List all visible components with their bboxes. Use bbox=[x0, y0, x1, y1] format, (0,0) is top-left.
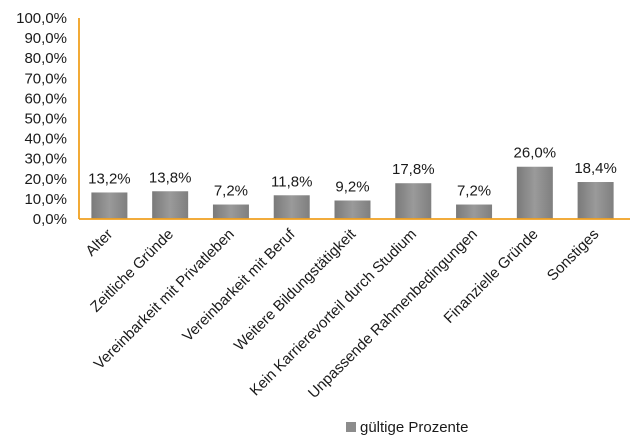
bar bbox=[395, 183, 432, 219]
y-tick-label: 10,0% bbox=[24, 191, 67, 208]
category-label: Alter bbox=[82, 226, 116, 260]
bar bbox=[152, 191, 189, 219]
legend-label: gültige Prozente bbox=[360, 418, 469, 436]
data-label: 7,2% bbox=[457, 183, 491, 200]
data-label: 17,8% bbox=[392, 161, 435, 178]
data-label: 13,8% bbox=[149, 169, 192, 186]
y-axis-tick-labels: 0,0% 10,0% 20,0% 30,0% 40,0% 50,0% 60,0% 70,0% 8… bbox=[16, 10, 67, 228]
legend: gültige Prozente bbox=[346, 418, 468, 436]
y-tick-label: 20,0% bbox=[24, 171, 67, 188]
category-label: Weitere Bildungstätigkeit bbox=[231, 225, 360, 354]
y-tick-label: 100,0% bbox=[16, 10, 67, 27]
bar bbox=[516, 166, 553, 219]
bar bbox=[334, 200, 371, 219]
data-label: 11,8% bbox=[271, 173, 312, 190]
bars bbox=[91, 166, 614, 219]
y-tick-label: 30,0% bbox=[24, 151, 67, 168]
bar bbox=[91, 192, 128, 219]
data-label: 9,2% bbox=[335, 179, 369, 196]
bar bbox=[273, 195, 310, 219]
y-tick-label: 0,0% bbox=[33, 211, 67, 228]
bar bbox=[212, 204, 249, 219]
category-label: Vereinbarkeit mit Beruf bbox=[179, 225, 299, 345]
y-tick-label: 40,0% bbox=[24, 131, 67, 148]
data-label: 13,2% bbox=[88, 170, 131, 187]
legend-swatch bbox=[346, 422, 356, 432]
data-label: 18,4% bbox=[574, 160, 617, 177]
category-label: Sonstiges bbox=[544, 226, 603, 285]
y-tick-label: 70,0% bbox=[24, 70, 67, 87]
y-tick-label: 60,0% bbox=[24, 90, 67, 107]
y-tick-label: 80,0% bbox=[24, 50, 67, 67]
data-label: 7,2% bbox=[214, 183, 248, 200]
bar bbox=[456, 204, 493, 219]
data-label: 26,0% bbox=[514, 145, 557, 162]
y-tick-label: 90,0% bbox=[24, 30, 67, 47]
data-labels: 13,2% 13,8% 7,2% 11,8% 9,2% 17,8% 7,2% 26,0% 18,… bbox=[88, 145, 617, 200]
bar bbox=[577, 182, 614, 219]
y-tick-label: 50,0% bbox=[24, 111, 67, 128]
